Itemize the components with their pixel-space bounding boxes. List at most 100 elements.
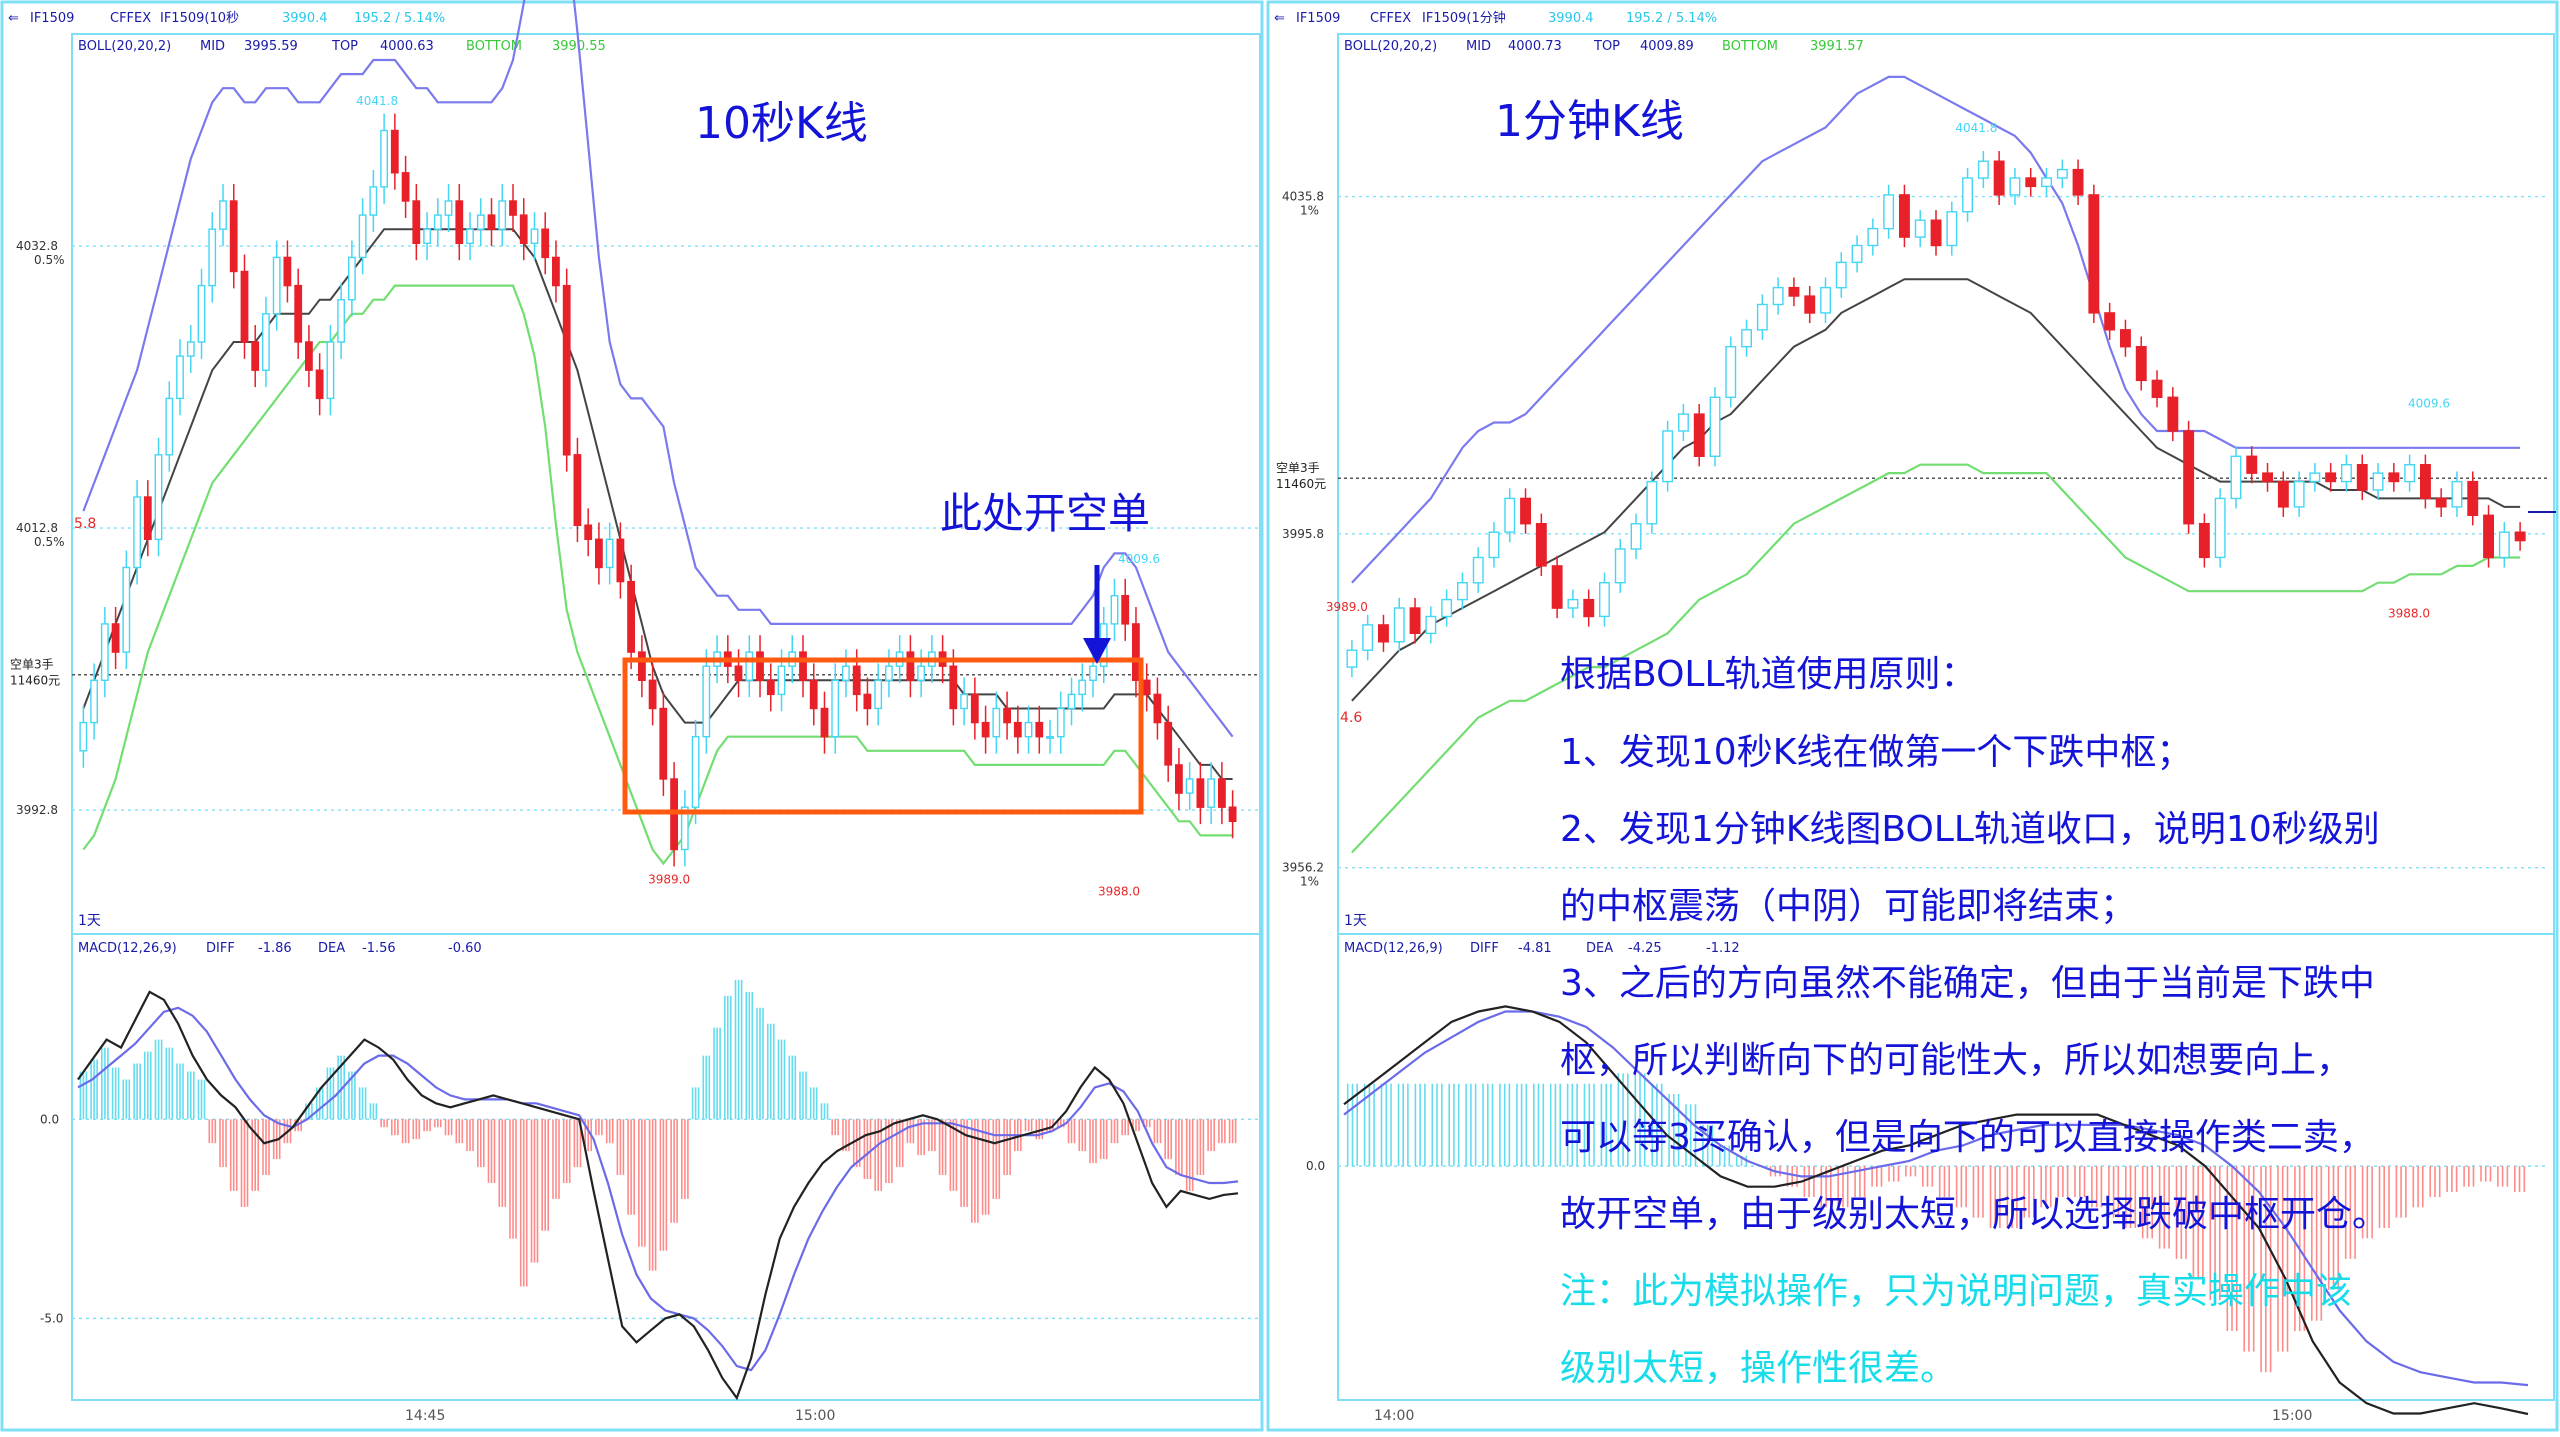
- price-axis-pct: 1%: [1300, 875, 1319, 889]
- candle-body: [444, 200, 453, 216]
- exchange-label: CFFEX: [1370, 11, 1411, 26]
- right-macd-area-frame: [1337, 933, 2555, 1401]
- left-macd-area-frame: [71, 933, 1261, 1401]
- explanation-heading: 根据BOLL轨道使用原则：: [1560, 654, 1977, 695]
- candle-body: [2025, 177, 2037, 188]
- candle-body: [208, 228, 217, 287]
- macd-dea-label: DEA: [318, 941, 345, 956]
- candle-body: [1883, 194, 1895, 230]
- candle-body: [262, 313, 270, 371]
- candle-body: [2514, 531, 2526, 542]
- price-change: 195.2 / 5.14%: [1626, 11, 1717, 26]
- right-panel-frame: [1266, 0, 2559, 1432]
- boll-top-label: TOP: [1593, 39, 1620, 54]
- candle-body: [1377, 624, 1389, 643]
- candle-body: [2309, 472, 2321, 483]
- low-price-label: 3989.0: [1326, 600, 1368, 614]
- explanation-line: 2、发现1分钟K线图BOLL轨道收口，说明10秒级别: [1560, 809, 2380, 850]
- period-days-label: 1天: [1344, 913, 1367, 929]
- candle-body: [369, 186, 378, 216]
- candle-body: [326, 341, 335, 400]
- candle-body: [1013, 721, 1022, 738]
- price-axis-label: 4032.8: [16, 239, 58, 253]
- boll-top-value: 4000.63: [380, 39, 434, 54]
- candle-body: [960, 693, 969, 710]
- position-label: 空单3手: [10, 658, 54, 672]
- candle-body: [1153, 693, 1162, 724]
- candle-body: [1089, 665, 1097, 682]
- candle-body: [1598, 582, 1610, 618]
- boll-bottom-label: BOTTOM: [466, 39, 522, 54]
- candle-body: [1067, 693, 1076, 710]
- short-entry-annotation: 此处开空单: [940, 489, 1150, 538]
- candle-body: [498, 200, 507, 230]
- macd-diff-value: -4.81: [1518, 941, 1552, 956]
- low-price-label: 3988.0: [1098, 885, 1140, 899]
- candle-body: [229, 200, 238, 273]
- candle-body: [863, 693, 872, 710]
- dea-line: [1343, 1010, 2529, 1387]
- candle-body: [809, 679, 818, 710]
- menu-icon[interactable]: ⇐: [1274, 11, 1285, 26]
- candle-body: [1535, 523, 1547, 567]
- macd-diff-value: -1.86: [258, 941, 292, 956]
- candle-body: [842, 665, 850, 682]
- candle-body: [433, 214, 442, 230]
- candle-body: [1393, 607, 1405, 643]
- candle-body: [1630, 523, 1642, 550]
- low-price-label: 3989.0: [648, 873, 690, 887]
- candle-body: [2104, 312, 2116, 331]
- price-axis-pct: 0.5%: [34, 253, 65, 267]
- candle-body: [1196, 778, 1205, 808]
- candle-body: [337, 299, 345, 343]
- candle-body: [2056, 168, 2068, 179]
- candle-body: [1930, 219, 1942, 247]
- candle-body: [1185, 778, 1194, 794]
- candle-body: [1121, 595, 1130, 625]
- candle-body: [466, 228, 474, 244]
- boll-upper-band: [1351, 75, 2521, 584]
- price-change: 195.2 / 5.14%: [354, 11, 445, 26]
- menu-icon[interactable]: ⇐: [8, 11, 19, 26]
- local-high-label: 4009.6: [1118, 552, 1160, 566]
- candle-body: [1441, 598, 1453, 618]
- candle-body: [552, 256, 560, 287]
- candle-body: [2340, 464, 2352, 483]
- candle-body: [2041, 177, 2053, 188]
- candle-body: [595, 538, 603, 569]
- candle-body: [2119, 329, 2131, 348]
- price-axis-label: 4012.8: [16, 521, 58, 535]
- candle-body: [2183, 430, 2195, 525]
- left-chart-title: 10秒K线: [695, 98, 868, 149]
- local-high-label: 4009.6: [2408, 396, 2450, 410]
- candle-body: [1520, 497, 1532, 525]
- candle-body: [2167, 396, 2179, 432]
- candle-body: [1110, 595, 1119, 625]
- candle-body: [1024, 721, 1033, 738]
- candle-body: [1583, 598, 1595, 618]
- explanation-line: 的中枢震荡（中阴）可能即将结束；: [1560, 886, 2136, 927]
- explanation-line: 可以等3买确认，但是向下的可以直接操作类二卖，: [1560, 1117, 2375, 1158]
- candle-body: [584, 524, 593, 541]
- candle-body: [423, 228, 431, 244]
- candle-body: [2246, 455, 2258, 474]
- candle-body: [476, 214, 485, 230]
- candle-body: [852, 665, 861, 696]
- macd-name: MACD(12,26,9): [1344, 941, 1443, 956]
- symbol-label: IF1509: [1296, 11, 1340, 26]
- candle-body: [1867, 227, 1879, 247]
- time-label-1500: 15:00: [2272, 1408, 2312, 1424]
- down-arrow-icon: [1083, 565, 1111, 664]
- candle-body: [358, 214, 367, 259]
- candle-body: [2451, 480, 2463, 508]
- candle-body: [90, 679, 99, 724]
- candle-body: [885, 665, 893, 682]
- candle-body: [680, 806, 689, 851]
- diff-line: [77, 990, 1239, 1401]
- candle-body: [820, 707, 829, 738]
- price-axis-label: 3992.8: [16, 803, 58, 817]
- candle-body: [1914, 219, 1926, 238]
- candle-body: [2419, 464, 2431, 500]
- candle-body: [122, 566, 131, 653]
